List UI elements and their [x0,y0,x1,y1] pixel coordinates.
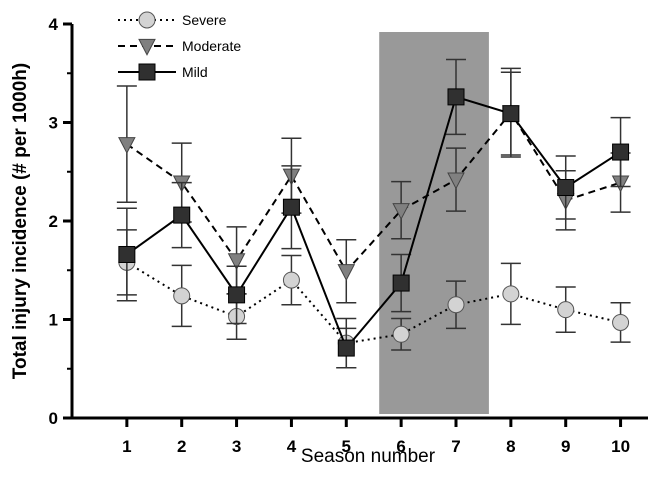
legend-marker-mild [138,63,156,81]
series-severe [116,229,631,369]
data-point-severe [502,285,520,303]
legend-marker-severe [138,11,156,29]
legend-label-mild: Mild [182,64,208,80]
legend-item-moderate: Moderate [118,38,241,56]
y-tick-label: 4 [49,15,59,34]
data-point-severe [557,301,575,319]
legend: Severe Moderate Mild [118,11,241,81]
data-point-moderate [337,264,356,282]
data-point-mild [337,339,355,357]
data-point-mild [228,286,246,304]
legend-item-mild: Mild [118,63,208,81]
x-tick-label: 2 [177,437,186,456]
data-point-mild [447,88,465,106]
y-tick-label: 0 [49,409,58,428]
legend-label-severe: Severe [182,12,227,28]
data-point-mild [118,245,136,263]
data-point-mild [392,274,410,292]
series-line-severe [126,261,621,345]
data-point-moderate [447,172,465,190]
data-point-severe [392,325,410,343]
y-tick-label: 3 [49,114,58,133]
data-point-moderate [227,253,246,271]
legend-item-severe: Severe [118,11,227,29]
x-axis-title: Season number [301,446,436,467]
data-point-mild [502,105,520,123]
highlight-band [379,32,489,414]
data-point-mild [557,179,575,197]
x-tick-label: 4 [287,437,297,456]
series-line-moderate [126,110,621,273]
series-moderate [116,67,631,304]
x-tick-label: 6 [396,437,405,456]
data-point-severe [173,287,191,305]
data-point-severe [612,313,630,331]
data-point-mild [282,198,300,216]
y-tick-label: 1 [49,311,58,330]
x-tick-label: 10 [611,437,630,456]
series-line-mild [126,95,622,350]
y-axis-title: Total injury incidence (# per 1000h) [10,63,31,379]
data-point-severe [282,271,300,289]
data-point-moderate [118,137,136,155]
data-point-mild [612,143,630,161]
legend-marker-moderate [138,38,156,56]
data-point-severe [447,296,465,314]
y-tick-label: 2 [49,212,58,231]
x-tick-label: 8 [506,437,515,456]
data-point-mild [173,206,191,224]
x-tick-label: 1 [122,437,131,456]
x-tick-label: 3 [232,437,241,456]
series-mild [116,58,631,369]
x-tick-label: 9 [561,437,570,456]
x-tick-label: 5 [342,437,351,456]
data-point-moderate [392,203,410,221]
series-layer [116,58,631,369]
axes: 0 1 2 3 4 1 2 3 4 5 6 7 8 9 10 [49,15,648,456]
legend-label-moderate: Moderate [182,38,241,54]
x-tick-label: 7 [451,437,460,456]
highlight-band-layer [379,32,489,414]
